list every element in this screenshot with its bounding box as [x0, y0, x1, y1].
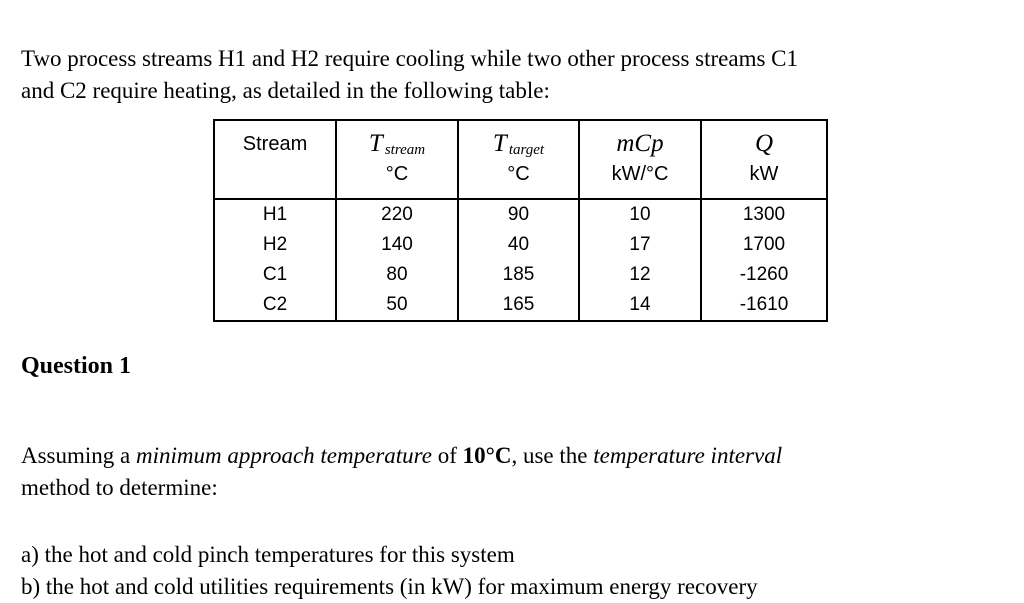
cell-t-stream: 50 — [335, 290, 459, 321]
mcp-unit: kW/°C — [611, 163, 669, 185]
t-target-subscript: target — [508, 141, 545, 158]
text-segment: Assuming a — [21, 443, 136, 468]
cell-q: 1300 — [700, 199, 828, 230]
stream-header-label: Stream — [242, 132, 308, 155]
t-stream-subscript: stream — [384, 141, 426, 158]
cell-q: 1700 — [700, 230, 828, 260]
question-items: a) the hot and cold pinch temperatures f… — [21, 539, 758, 603]
table-row-h1: H1 220 90 10 1300 — [213, 199, 828, 230]
cell-t-target: 165 — [457, 290, 580, 321]
cell-stream: H1 — [213, 199, 337, 230]
table-row-c2: C2 50 165 14 -1610 — [213, 290, 828, 321]
text-segment: temperature interval — [593, 443, 783, 468]
t-stream-unit: °C — [385, 163, 409, 185]
cell-mcp: 14 — [578, 290, 702, 321]
q-symbol: Q — [754, 130, 774, 157]
cell-t-stream: 220 — [335, 199, 459, 230]
cell-stream: C1 — [213, 260, 337, 290]
stream-table-body: H1 220 90 10 1300 H2 140 40 17 1700 C1 8… — [213, 199, 828, 321]
cell-t-stream: 80 — [335, 260, 459, 290]
cell-mcp: 17 — [578, 230, 702, 260]
cell-t-target: 185 — [457, 260, 580, 290]
t-stream-symbol: T — [368, 130, 383, 157]
table-row-h2: H2 140 40 17 1700 — [213, 230, 828, 260]
assumption-line-2: method to determine: — [21, 475, 218, 500]
intro-line-1: Two process streams H1 and H2 require co… — [21, 46, 799, 71]
text-segment: , use the — [511, 443, 594, 468]
item-b: b) the hot and cold utilities requiremen… — [21, 574, 758, 599]
cell-mcp: 10 — [578, 199, 702, 230]
q-unit: kW — [749, 163, 779, 185]
intro-line-2: and C2 require heating, as detailed in t… — [21, 78, 550, 103]
intro-paragraph: Two process streams H1 and H2 require co… — [21, 43, 1021, 107]
col-header-q: Q kW — [700, 119, 828, 200]
cell-q: -1260 — [700, 260, 828, 290]
t-target-symbol: T — [492, 130, 507, 157]
cell-q: -1610 — [700, 290, 828, 321]
cell-t-target: 90 — [457, 199, 580, 230]
table-row-c1: C1 80 185 12 -1260 — [213, 260, 828, 290]
item-a: a) the hot and cold pinch temperatures f… — [21, 542, 515, 567]
text-segment: minimum approach temperature — [136, 443, 432, 468]
cell-mcp: 12 — [578, 260, 702, 290]
text-segment: 10°C — [462, 443, 512, 468]
assumption-paragraph: Assuming a minimum approach temperature … — [21, 440, 782, 504]
cell-stream: H2 — [213, 230, 337, 260]
cell-t-target: 40 — [457, 230, 580, 260]
col-header-mcp: mCp kW/°C — [578, 119, 702, 200]
cell-stream: C2 — [213, 290, 337, 321]
cell-t-stream: 140 — [335, 230, 459, 260]
text-segment: of — [431, 443, 463, 468]
question-heading: Question 1 — [21, 353, 132, 379]
t-target-unit: °C — [507, 163, 530, 185]
mcp-symbol: mCp — [616, 130, 664, 157]
assumption-line-1: Assuming a minimum approach temperature … — [21, 440, 782, 472]
col-header-stream: Stream — [213, 119, 337, 200]
